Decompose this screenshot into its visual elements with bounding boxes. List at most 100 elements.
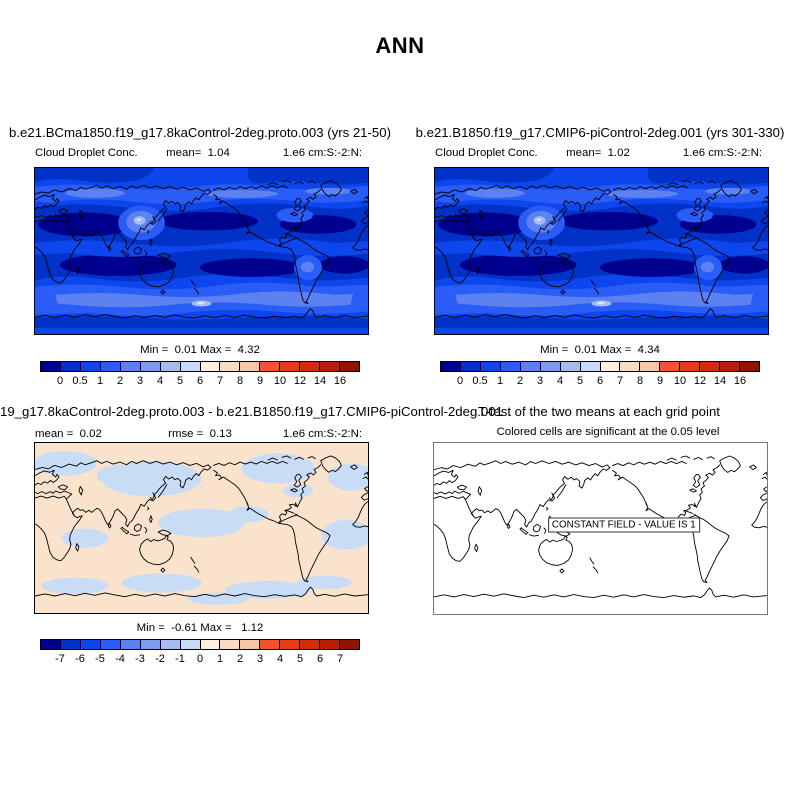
colorbar-segment: [500, 362, 521, 371]
colorbar-segment: [540, 362, 561, 371]
colorbar-segment: [680, 362, 701, 371]
colorbar-segment: [160, 362, 181, 371]
colorbar-difference: -7 -6 -5 -4 -3 -2 -1 0 1 2 3 4 5 6 7: [40, 639, 360, 665]
colorbar-tick: 6: [596, 375, 604, 387]
colorbar-segment: [160, 640, 181, 649]
colorbar-segment: [300, 640, 321, 649]
colorbar-tick: 6: [196, 375, 204, 387]
colorbar-tick: -2: [155, 653, 165, 665]
colorbar-segment: [720, 362, 741, 371]
colorbar-segment: [480, 362, 501, 371]
colorbar-tick: 3: [536, 375, 544, 387]
map-ttest: CONSTANT FIELD - VALUE IS 1: [433, 442, 768, 615]
colorbar-case2: 0 0.5 1 2 3 4 5 6 7 8 9 10 12 14 16: [440, 361, 760, 387]
colorbar-tick: 3: [136, 375, 144, 387]
colorbar-tick: 9: [656, 375, 664, 387]
minmax-case2: Min = 0.01 Max = 4.34: [540, 344, 660, 356]
colorbar-tick: 9: [256, 375, 264, 387]
colorbar-tick: 10: [273, 375, 287, 387]
ttest-subtitle: Colored cells are significant at the 0.0…: [496, 426, 720, 438]
colorbar-segment: [41, 362, 61, 371]
colorbar-segment: [80, 362, 101, 371]
colorbar-tick: 0.5: [472, 375, 488, 387]
mean-value: mean = 0.02: [35, 428, 102, 440]
colorbar-segment: [240, 362, 261, 371]
colorbar-tick: -7: [55, 653, 65, 665]
units-label: 1.e6 cm:S:-2:N:: [282, 147, 362, 159]
colorbar-tick: 2: [116, 375, 124, 387]
colorbar-tick: 4: [276, 653, 284, 665]
colorbar-segment: [200, 362, 221, 371]
colorbar-tick: 7: [216, 375, 224, 387]
colorbar-tick: 10: [673, 375, 687, 387]
colorbar-tick: 4: [156, 375, 164, 387]
colorbar-bar: [40, 639, 360, 650]
colorbar-segment: [140, 640, 161, 649]
rmse-value: rmse = 0.13: [168, 428, 232, 440]
units-label: 1.e6 cm:S:-2:N:: [682, 147, 762, 159]
units-label: 1.e6 cm:S:-2:N:: [282, 428, 362, 440]
colorbar-segment: [100, 362, 121, 371]
colorbar-tick: 3: [256, 653, 264, 665]
colorbar-segment: [220, 640, 241, 649]
difference-title: 19_g17.8kaControl-2deg.proto.003 - b.e21…: [0, 404, 503, 419]
colorbar-tick: 12: [693, 375, 707, 387]
colorbar-tick: 5: [576, 375, 584, 387]
colorbar-tick: 1: [216, 653, 224, 665]
colorbar-tick: 8: [236, 375, 244, 387]
map-case2-svg: [435, 168, 768, 334]
colorbar-tick-labels: 0 0.5 1 2 3 4 5 6 7 8 9 10 12 14 16: [440, 372, 760, 387]
mean-value: mean= 1.04: [166, 147, 230, 159]
colorbar-segment: [120, 362, 141, 371]
colorbar-segment: [260, 362, 281, 371]
colorbar-segment: [140, 362, 161, 371]
colorbar-segment: [200, 640, 221, 649]
colorbar-segment: [60, 640, 81, 649]
colorbar-tick: 16: [333, 375, 347, 387]
colorbar-segment: [620, 362, 641, 371]
colorbar-segment: [300, 362, 321, 371]
colorbar-tick: 16: [733, 375, 747, 387]
colorbar-segment: [660, 362, 681, 371]
colorbar-bar: [440, 361, 760, 372]
colorbar-segment: [100, 640, 121, 649]
colorbar-segment: [700, 362, 721, 371]
colorbar-tick: 0: [56, 375, 64, 387]
colorbar-tick: 2: [236, 653, 244, 665]
colorbar-segment: [740, 362, 759, 371]
colorbar-tick: 0: [196, 653, 204, 665]
colorbar-segment: [520, 362, 541, 371]
colorbar-tick: 1: [496, 375, 504, 387]
minmax-case1: Min = 0.01 Max = 4.32: [140, 344, 260, 356]
colorbar-segment: [320, 362, 341, 371]
constant-field-label: CONSTANT FIELD - VALUE IS 1: [547, 517, 700, 533]
colorbar-tick: -4: [115, 653, 125, 665]
colorbar-segment: [340, 362, 359, 371]
minmax-difference: Min = -0.61 Max = 1.12: [136, 622, 264, 634]
colorbar-tick: -5: [95, 653, 105, 665]
colorbar-tick: 12: [293, 375, 307, 387]
colorbar-segment: [180, 640, 201, 649]
colorbar-segment: [560, 362, 581, 371]
colorbar-tick: 14: [713, 375, 727, 387]
colorbar-tick: 5: [176, 375, 184, 387]
variable-label: Cloud Droplet Conc.: [35, 147, 138, 159]
colorbar-segment: [180, 362, 201, 371]
figure-title: ANN: [375, 33, 425, 58]
colorbar-segment: [80, 640, 101, 649]
colorbar-segment: [320, 640, 341, 649]
map-difference-svg: [35, 443, 368, 613]
colorbar-segment: [60, 362, 81, 371]
colorbar-tick: 6: [316, 653, 324, 665]
colorbar-segment: [640, 362, 661, 371]
colorbar-segment: [280, 640, 301, 649]
map-case2: [434, 167, 769, 335]
colorbar-segment: [220, 362, 241, 371]
colorbar-tick: 7: [336, 653, 344, 665]
colorbar-tick: 0.5: [72, 375, 88, 387]
colorbar-tick: 2: [516, 375, 524, 387]
variable-label: Cloud Droplet Conc.: [435, 147, 538, 159]
colorbar-tick: -3: [135, 653, 145, 665]
colorbar-tick: 5: [296, 653, 304, 665]
